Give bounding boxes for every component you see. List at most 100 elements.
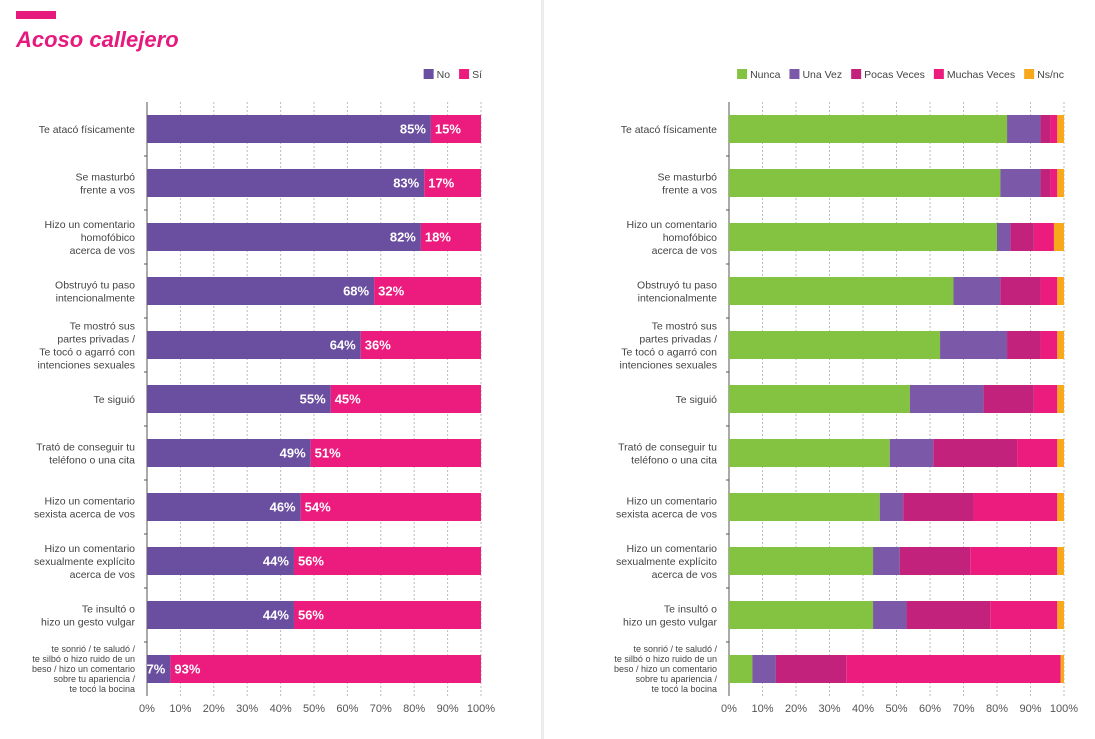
legend-label-muchas-veces: Muchas Veces (947, 69, 1015, 81)
bar-una-vez-8 (873, 547, 900, 575)
category-label: sexista acerca de vos (616, 509, 717, 521)
category-label: acerca de vos (70, 569, 135, 581)
bar-si-0 (430, 115, 481, 143)
legend-swatch-si (459, 69, 470, 79)
bar-si-1 (424, 169, 481, 197)
bar-una-vez-2 (997, 223, 1011, 251)
category-label: Hizo un comentario (627, 219, 718, 231)
category-label: frente a vos (80, 185, 135, 197)
category-label: Hizo un comentario (627, 543, 718, 555)
bar-no-10 (147, 655, 171, 683)
legend-label-pocas-veces: Pocas Veces (864, 69, 925, 81)
data-label-no-2: 82% (390, 230, 416, 245)
bar-ns-nc-6 (1057, 439, 1064, 467)
category-label: sobre tu apariencia / (53, 674, 135, 684)
x-tick-label: 80% (403, 703, 425, 715)
data-label-no-0: 85% (400, 122, 426, 137)
bar-si-10 (170, 655, 481, 683)
x-tick-label: 0% (721, 703, 737, 715)
data-label-si-8: 56% (298, 554, 324, 569)
category-label: Te insultó o (82, 604, 135, 616)
bar-si-4 (360, 331, 481, 359)
x-tick-label: 50% (885, 703, 907, 715)
data-label-no-6: 49% (280, 446, 306, 461)
legend-label-nunca: Nunca (750, 69, 781, 81)
bar-pocas-veces-3 (1000, 277, 1041, 305)
category-label: acerca de vos (652, 569, 717, 581)
data-label-si-10: 93% (174, 662, 200, 677)
x-tick-label: 30% (818, 703, 840, 715)
legend-label-si: Sí (472, 69, 482, 81)
category-label: te sonrió / te saludó / (633, 644, 717, 654)
x-tick-label: 60% (336, 703, 358, 715)
bar-ns-nc-1 (1057, 169, 1064, 197)
x-tick-label: 40% (852, 703, 874, 715)
bar-no-8 (147, 547, 294, 575)
bar-no-0 (147, 115, 431, 143)
data-label-no-5: 55% (300, 392, 326, 407)
legend-swatch-no (423, 69, 434, 79)
bar-nunca-9 (729, 601, 874, 629)
x-tick-label: 90% (1019, 703, 1041, 715)
category-label: Te tocó o agarró con (621, 347, 717, 359)
bar-nunca-5 (729, 385, 910, 413)
bar-ns-nc-5 (1057, 385, 1064, 413)
legend-swatch-muchas-veces (933, 69, 944, 79)
x-tick-label: 10% (169, 703, 191, 715)
category-label: Te tocó o agarró con (39, 347, 135, 359)
bar-nunca-3 (729, 277, 954, 305)
legend-swatch-una-vez (789, 69, 800, 79)
bar-si-6 (310, 439, 481, 467)
data-label-no-7: 46% (270, 500, 296, 515)
bar-si-8 (293, 547, 481, 575)
category-label: Te mostró sus (652, 321, 717, 333)
category-label: beso / hizo un comentario (32, 664, 135, 674)
category-label: sexualmente explícito (34, 556, 135, 568)
bar-nunca-2 (729, 223, 997, 251)
x-tick-label: 40% (270, 703, 292, 715)
data-label-si-1: 17% (428, 176, 454, 191)
data-label-si-9: 56% (298, 608, 324, 623)
category-label: Obstruyó tu paso (637, 280, 717, 292)
category-label: partes privadas / (639, 334, 717, 346)
x-tick-label: 10% (751, 703, 773, 715)
bar-una-vez-1 (1000, 169, 1041, 197)
data-label-si-7: 54% (305, 500, 331, 515)
bar-no-5 (147, 385, 331, 413)
bar-pocas-veces-0 (1040, 115, 1051, 143)
data-label-no-3: 68% (343, 284, 369, 299)
category-label: hizo un gesto vulgar (41, 617, 135, 629)
category-label: Hizo un comentario (45, 219, 136, 231)
bar-si-3 (374, 277, 481, 305)
category-label: Te insultó o (664, 604, 717, 616)
data-label-si-6: 51% (315, 446, 341, 461)
bar-pocas-veces-4 (1007, 331, 1041, 359)
data-label-no-1: 83% (393, 176, 419, 191)
bar-ns-nc-0 (1057, 115, 1064, 143)
page-divider (541, 0, 544, 739)
bar-una-vez-5 (909, 385, 984, 413)
x-tick-label: 90% (437, 703, 459, 715)
data-label-si-0: 15% (435, 122, 461, 137)
bar-nunca-8 (729, 547, 874, 575)
bar-no-3 (147, 277, 375, 305)
category-label: homofóbico (663, 232, 717, 244)
bar-pocas-veces-5 (983, 385, 1034, 413)
bar-muchas-veces-3 (1040, 277, 1058, 305)
bar-nunca-6 (729, 439, 890, 467)
bar-pocas-veces-8 (899, 547, 971, 575)
bar-muchas-veces-8 (970, 547, 1058, 575)
chart-binary-harassment: 85% 15% Te atacó físicamente 83% 17% Se mastu… (32, 69, 495, 715)
bar-nunca-7 (729, 493, 880, 521)
legend-label-ns-nc: Ns/nc (1037, 69, 1064, 81)
bar-no-2 (147, 223, 421, 251)
bar-ns-nc-3 (1057, 277, 1064, 305)
bar-una-vez-3 (953, 277, 1001, 305)
category-label: te sonrió / te saludó / (51, 644, 135, 654)
bar-muchas-veces-7 (973, 493, 1058, 521)
bar-muchas-veces-1 (1050, 169, 1058, 197)
bar-pocas-veces-7 (903, 493, 974, 521)
bar-si-5 (330, 385, 481, 413)
category-label: Te siguió (94, 394, 136, 406)
